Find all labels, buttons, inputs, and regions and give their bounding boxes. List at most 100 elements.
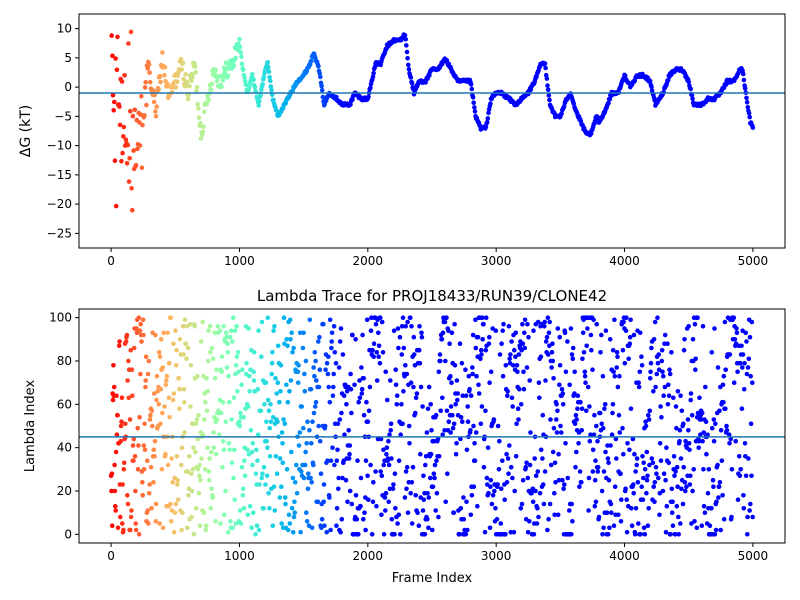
lambda-point <box>731 380 737 386</box>
lambda-point <box>449 330 455 336</box>
lambda-point <box>737 473 743 479</box>
dg-point <box>128 108 133 114</box>
lambda-point <box>464 447 470 453</box>
lambda-point <box>145 371 151 377</box>
lambda-point <box>494 516 500 522</box>
lambda-point <box>488 477 494 483</box>
lambda-point <box>657 512 662 518</box>
lambda-point <box>470 365 475 370</box>
lambda-point <box>282 495 288 500</box>
lambda-point <box>735 497 741 503</box>
lambda-point <box>741 386 747 392</box>
lambda-point <box>444 315 449 321</box>
lambda-point <box>321 482 327 487</box>
lambda-point <box>453 402 459 407</box>
lambda-point <box>414 391 420 396</box>
lambda-point <box>256 328 261 334</box>
dg-x-tick-label: 0 <box>107 254 115 268</box>
lambda-point <box>436 514 441 520</box>
lambda-point <box>271 328 276 334</box>
dg-panel: 0 1000 2000 3000 4000 5000 10 5 0 −5 −10 −15 −20 −25… <box>18 13 786 268</box>
lambda-point <box>259 319 265 325</box>
lambda-point <box>169 456 174 461</box>
dg-point <box>316 64 321 69</box>
lambda-point <box>361 412 367 418</box>
dg-y-tick-label: 0 <box>64 80 72 94</box>
lambda-point <box>535 319 541 325</box>
lambda-point <box>630 436 636 442</box>
lambda-point <box>358 475 364 481</box>
lambda-point <box>458 436 463 442</box>
dg-point <box>209 81 215 87</box>
lambda-point <box>700 438 705 444</box>
lambda-point <box>279 521 285 526</box>
lambda-point <box>115 412 120 418</box>
lambda-point <box>525 529 531 535</box>
lambda-point <box>736 454 742 459</box>
lambda-point <box>135 425 140 431</box>
lambda-point <box>334 458 340 464</box>
lambda-point <box>233 363 239 368</box>
lambda-point <box>416 347 422 353</box>
lambda-point <box>451 421 457 427</box>
dg-point <box>237 36 242 42</box>
lambda-point <box>463 532 469 537</box>
lambda-point <box>631 490 636 496</box>
lambda-point <box>473 345 479 351</box>
lambda-point <box>430 484 436 490</box>
dg-point <box>746 110 752 116</box>
lambda-point <box>307 317 313 323</box>
lambda-point <box>646 412 651 418</box>
dg-point <box>280 105 286 111</box>
lambda-point <box>656 475 661 481</box>
lambda-point <box>361 516 366 522</box>
lambda-point <box>595 438 600 444</box>
lambda-point <box>518 402 524 407</box>
lambda-point <box>660 369 665 375</box>
lambda-point <box>670 523 676 528</box>
lambda-point <box>113 449 119 455</box>
lambda-point <box>579 406 585 412</box>
lambda-point <box>275 343 281 349</box>
lambda-point <box>306 471 311 477</box>
lambda-scatter-points <box>108 315 755 537</box>
lambda-x-ticks: 0 1000 2000 3000 4000 5000 <box>107 543 768 563</box>
lambda-point <box>723 367 728 373</box>
lambda-point <box>131 345 137 351</box>
lambda-point <box>514 363 520 368</box>
lambda-point <box>336 486 341 492</box>
lambda-point <box>470 371 476 377</box>
lambda-point <box>285 343 290 349</box>
dg-point <box>559 111 564 117</box>
lambda-point <box>195 436 200 442</box>
lambda-point <box>608 501 614 507</box>
lambda-point <box>600 373 606 379</box>
lambda-point <box>355 458 360 464</box>
lambda-point <box>281 417 286 422</box>
lambda-point <box>238 410 243 416</box>
lambda-point <box>207 324 213 329</box>
dg-point <box>110 53 115 59</box>
lambda-point <box>573 412 579 418</box>
lambda-point <box>640 454 645 459</box>
lambda-point <box>397 334 403 340</box>
lambda-point <box>118 438 123 444</box>
lambda-point <box>404 464 410 470</box>
dg-point <box>121 124 127 130</box>
lambda-point <box>677 428 683 433</box>
lambda-point <box>336 475 342 481</box>
lambda-point <box>721 373 727 379</box>
lambda-x-axis-label: Frame Index <box>392 571 473 586</box>
lambda-point <box>252 350 257 355</box>
dg-point <box>169 89 175 95</box>
lambda-point <box>621 451 626 457</box>
lambda-point <box>223 419 229 425</box>
dg-x-tick-label: 2000 <box>353 254 384 268</box>
lambda-point <box>274 471 280 477</box>
dg-point <box>179 67 184 72</box>
lambda-point <box>480 315 485 321</box>
dg-point <box>319 87 325 93</box>
lambda-point <box>129 508 134 513</box>
lambda-point <box>238 521 244 526</box>
dg-point <box>690 96 695 101</box>
